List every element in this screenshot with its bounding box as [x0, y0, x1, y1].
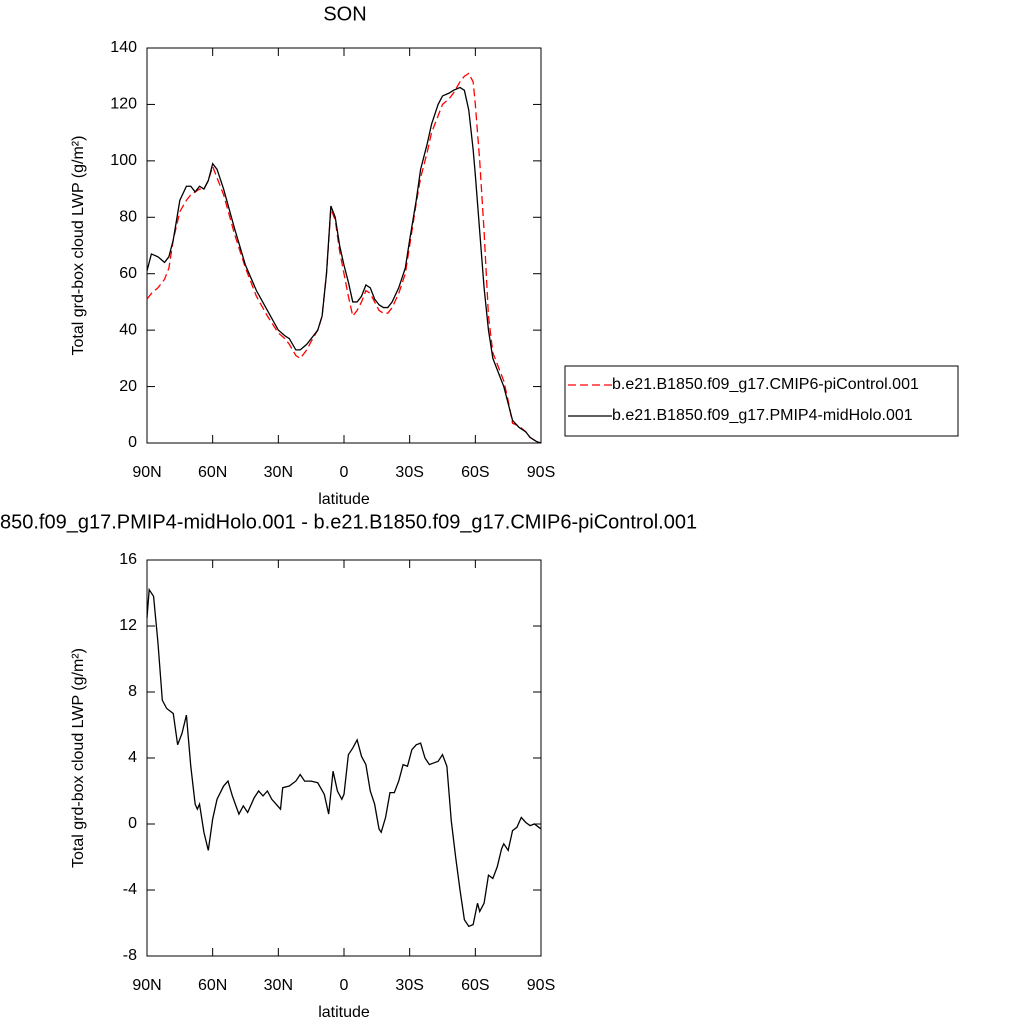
y-tick-label: -4: [123, 881, 137, 898]
data-line: [146, 72, 542, 444]
x-tick-label: 30S: [395, 977, 423, 994]
x-tick-label: 60S: [461, 464, 489, 481]
y-tick-label: 40: [119, 321, 137, 338]
x-axis-label: latitude: [318, 1004, 370, 1021]
y-tick-label: 16: [119, 551, 137, 568]
y-axis-label: Total grd-box cloud LWP (g/m²): [70, 136, 87, 356]
y-tick-label: 8: [128, 683, 137, 700]
x-tick-label: 90N: [132, 464, 161, 481]
y-tick-label: 4: [128, 749, 137, 766]
x-tick-label: 30S: [395, 464, 423, 481]
y-tick-label: 12: [119, 617, 137, 634]
legend-box: [564, 365, 959, 437]
legend-label: b.e21.B1850.f09_g17.PMIP4-midHolo.001: [612, 407, 913, 424]
x-tick-label: 0: [340, 464, 349, 481]
x-tick-label: 60S: [461, 977, 489, 994]
y-tick-label: 80: [119, 209, 137, 226]
x-tick-label: 90S: [527, 464, 555, 481]
legend-label: b.e21.B1850.f09_g17.CMIP6-piControl.001: [612, 376, 919, 393]
x-tick-label: 30N: [264, 977, 293, 994]
x-tick-label: 0: [340, 977, 349, 994]
data-line: [146, 86, 542, 444]
chart-title: 850.f09_g17.PMIP4-midHolo.001 - b.e21.B1…: [0, 511, 697, 533]
plot-frame: [146, 559, 542, 957]
y-tick-label: 100: [110, 152, 137, 169]
data-line: [146, 587, 542, 928]
y-tick-label: 0: [128, 434, 137, 451]
x-tick-label: 30N: [264, 464, 293, 481]
chart-title: SON: [323, 3, 366, 25]
y-axis-label: Total grd-box cloud LWP (g/m²): [70, 648, 87, 868]
x-tick-label: 60N: [198, 464, 227, 481]
x-tick-label: 90S: [527, 977, 555, 994]
x-tick-label: 90N: [132, 977, 161, 994]
y-tick-label: 60: [119, 265, 137, 282]
plot-frame: [146, 47, 542, 444]
y-tick-label: 20: [119, 378, 137, 395]
y-tick-label: 140: [110, 39, 137, 56]
x-axis-label: latitude: [318, 491, 370, 508]
y-tick-label: -8: [123, 947, 137, 964]
y-tick-label: 120: [110, 96, 137, 113]
x-tick-label: 60N: [198, 977, 227, 994]
y-tick-label: 0: [128, 815, 137, 832]
